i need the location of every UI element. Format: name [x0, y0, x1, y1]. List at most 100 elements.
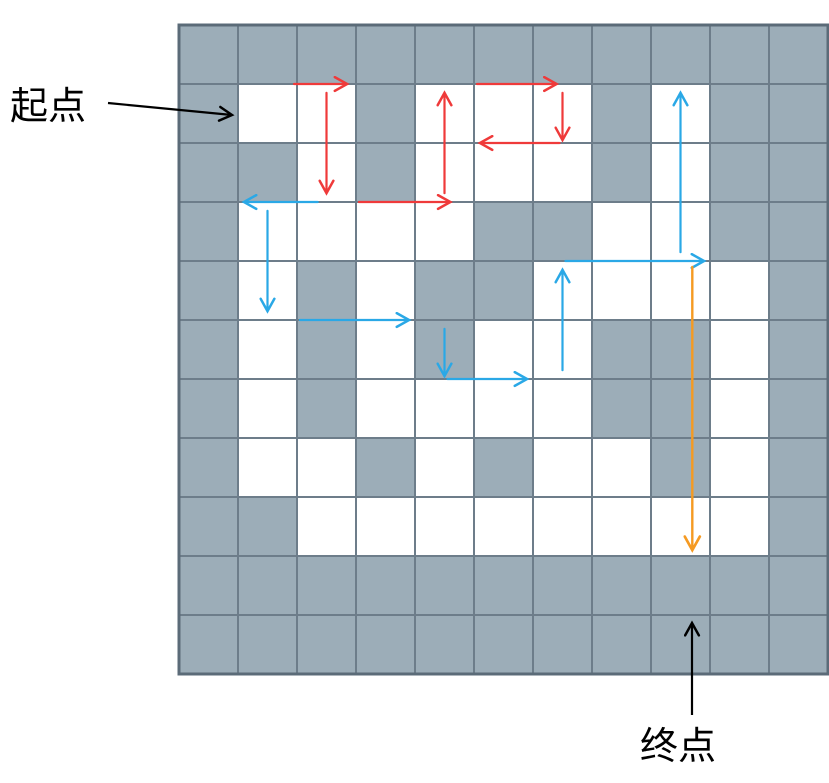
wall-cell: [179, 143, 238, 202]
wall-cell: [179, 438, 238, 497]
wall-cell: [769, 615, 828, 674]
wall-cell: [179, 261, 238, 320]
wall-cell: [356, 556, 415, 615]
wall-cell: [179, 556, 238, 615]
open-cell: [474, 84, 533, 143]
open-cell: [533, 379, 592, 438]
wall-cell: [356, 84, 415, 143]
open-cell: [415, 379, 474, 438]
wall-cell: [710, 556, 769, 615]
wall-cell: [769, 497, 828, 556]
maze-svg: [0, 0, 829, 783]
wall-cell: [356, 25, 415, 84]
wall-cell: [651, 320, 710, 379]
wall-cell: [297, 261, 356, 320]
wall-cell: [238, 497, 297, 556]
wall-cell: [710, 84, 769, 143]
wall-cell: [415, 556, 474, 615]
open-cell: [356, 320, 415, 379]
wall-cell: [769, 438, 828, 497]
wall-cell: [533, 556, 592, 615]
wall-cell: [769, 84, 828, 143]
open-cell: [474, 320, 533, 379]
wall-cell: [415, 261, 474, 320]
open-cell: [356, 202, 415, 261]
open-cell: [356, 497, 415, 556]
wall-cell: [533, 202, 592, 261]
wall-cell: [769, 143, 828, 202]
wall-cell: [474, 261, 533, 320]
wall-cell: [710, 615, 769, 674]
wall-cell: [710, 25, 769, 84]
wall-cell: [179, 497, 238, 556]
wall-cell: [179, 615, 238, 674]
wall-cell: [297, 379, 356, 438]
wall-cell: [474, 438, 533, 497]
wall-cell: [474, 556, 533, 615]
wall-cell: [533, 25, 592, 84]
wall-cell: [769, 261, 828, 320]
wall-cell: [533, 615, 592, 674]
wall-cell: [710, 143, 769, 202]
wall-cell: [474, 25, 533, 84]
wall-cell: [179, 379, 238, 438]
open-cell: [238, 379, 297, 438]
wall-cell: [592, 320, 651, 379]
wall-cell: [769, 202, 828, 261]
open-cell: [710, 320, 769, 379]
wall-cell: [238, 25, 297, 84]
open-cell: [238, 84, 297, 143]
open-cell: [415, 202, 474, 261]
wall-cell: [651, 25, 710, 84]
wall-cell: [769, 556, 828, 615]
wall-cell: [592, 84, 651, 143]
open-cell: [710, 261, 769, 320]
open-cell: [710, 379, 769, 438]
wall-cell: [297, 25, 356, 84]
open-cell: [415, 438, 474, 497]
wall-cell: [651, 438, 710, 497]
wall-cell: [474, 202, 533, 261]
wall-cell: [356, 143, 415, 202]
open-cell: [474, 497, 533, 556]
open-cell: [710, 438, 769, 497]
wall-cell: [592, 143, 651, 202]
open-cell: [592, 438, 651, 497]
open-cell: [533, 143, 592, 202]
wall-cell: [179, 320, 238, 379]
open-cell: [415, 497, 474, 556]
start-label: 起点: [10, 75, 86, 130]
end-label: 终点: [640, 715, 716, 770]
open-cell: [651, 261, 710, 320]
wall-cell: [769, 320, 828, 379]
wall-cell: [769, 25, 828, 84]
wall-cell: [238, 556, 297, 615]
wall-cell: [592, 379, 651, 438]
wall-cell: [238, 615, 297, 674]
open-cell: [592, 497, 651, 556]
open-cell: [533, 497, 592, 556]
wall-cell: [592, 25, 651, 84]
wall-cell: [592, 556, 651, 615]
wall-cell: [651, 615, 710, 674]
wall-cell: [651, 379, 710, 438]
open-cell: [356, 379, 415, 438]
wall-cell: [356, 615, 415, 674]
wall-cell: [592, 615, 651, 674]
open-cell: [474, 143, 533, 202]
wall-cell: [297, 556, 356, 615]
wall-cell: [415, 615, 474, 674]
wall-cell: [769, 379, 828, 438]
wall-cell: [474, 615, 533, 674]
wall-cell: [415, 25, 474, 84]
wall-cell: [179, 202, 238, 261]
open-cell: [651, 497, 710, 556]
wall-cell: [238, 143, 297, 202]
wall-cell: [710, 202, 769, 261]
open-cell: [474, 379, 533, 438]
wall-cell: [297, 615, 356, 674]
wall-cell: [179, 25, 238, 84]
wall-cell: [356, 438, 415, 497]
open-cell: [533, 438, 592, 497]
open-cell: [297, 202, 356, 261]
